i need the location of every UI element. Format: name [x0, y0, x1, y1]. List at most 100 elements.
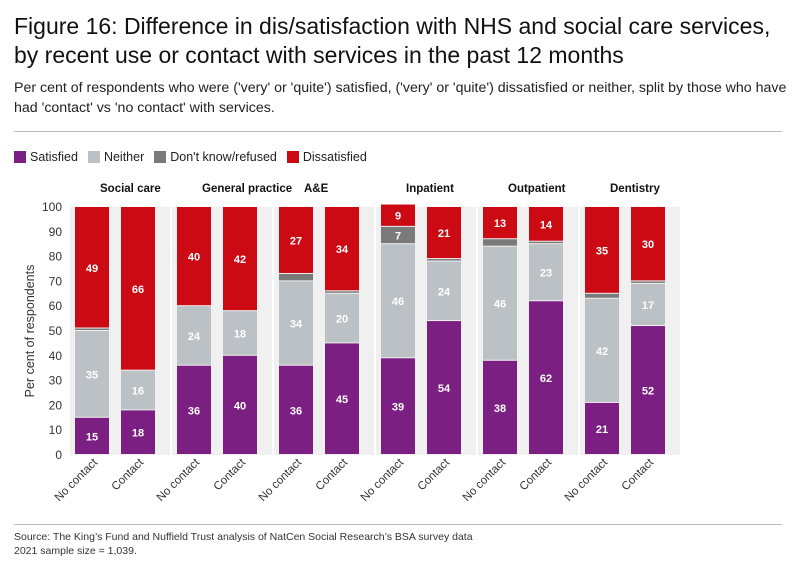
- bar-segment-dontknow: [529, 241, 563, 244]
- data-label-neither: 16: [132, 386, 144, 398]
- data-label-dontknow: 7: [395, 231, 401, 243]
- bar-segment-dontknow: [75, 328, 109, 330]
- legend-swatch-satisfied: [14, 151, 26, 163]
- bar-segment-satisfied: [325, 343, 359, 454]
- x-category-label: No contact: [359, 456, 407, 504]
- data-label-neither: 42: [596, 346, 608, 358]
- bar-segment-satisfied: [223, 355, 257, 454]
- y-tick-label: 80: [49, 250, 63, 264]
- y-tick-label: 30: [49, 374, 63, 388]
- source-note: Source: The King’s Fund and Nuffield Tru…: [14, 530, 473, 558]
- y-tick-label: 10: [49, 423, 63, 437]
- bar-segment-dontknow: [381, 226, 415, 244]
- x-category-label: No contact: [563, 456, 611, 504]
- data-label-dissatisfied: 40: [188, 252, 200, 264]
- bar-segment-dissatisfied: [483, 207, 517, 239]
- bar-segment-satisfied: [427, 321, 461, 454]
- legend-label-dissatisfied: Dissatisfied: [302, 150, 367, 164]
- y-tick-label: 70: [49, 274, 63, 288]
- y-tick-label: 50: [49, 324, 63, 338]
- y-tick-label: 60: [49, 299, 63, 313]
- y-tick-label: 90: [49, 225, 63, 239]
- chart-subtitle: Per cent of respondents who were ('very'…: [14, 80, 787, 116]
- bar-segment-satisfied: [177, 365, 211, 454]
- bar-segment-dontknow: [279, 273, 313, 281]
- bar-segment-neither: [381, 244, 415, 358]
- bar-segment-dontknow: [483, 239, 517, 246]
- bar-segment-neither: [631, 283, 665, 326]
- data-label-satisfied: 38: [494, 403, 506, 415]
- y-axis-title: Per cent of respondents: [23, 265, 37, 398]
- y-tick-label: 0: [55, 448, 62, 462]
- data-label-neither: 17: [642, 300, 654, 312]
- bar-segment-satisfied: [279, 365, 313, 454]
- data-label-neither: 24: [188, 331, 201, 343]
- data-label-dissatisfied: 66: [132, 284, 144, 296]
- data-label-neither: 35: [86, 369, 98, 381]
- bar-segment-neither: [177, 306, 211, 365]
- data-label-satisfied: 18: [132, 428, 144, 440]
- legend-item-dissatisfied: Dissatisfied: [286, 150, 367, 164]
- data-label-neither: 24: [438, 286, 451, 298]
- data-label-satisfied: 45: [336, 394, 348, 406]
- y-tick-label: 40: [49, 349, 63, 363]
- group-title: Dentistry: [610, 183, 660, 195]
- bar-segment-dissatisfied: [381, 204, 415, 226]
- data-label-satisfied: 36: [290, 405, 302, 417]
- x-category-label: Contact: [110, 456, 147, 493]
- bar-segment-neither: [325, 293, 359, 343]
- group-title: A&E: [304, 183, 329, 195]
- x-category-label: No contact: [257, 456, 305, 504]
- bar-segment-dissatisfied: [223, 207, 257, 311]
- x-category-label: Contact: [416, 456, 453, 493]
- bar-segment-satisfied: [121, 410, 155, 454]
- chart-title: Figure 16: Difference in dis/satisfactio…: [14, 13, 771, 68]
- data-label-neither: 34: [290, 319, 303, 331]
- bar-segment-dissatisfied: [75, 207, 109, 328]
- legend-item-neither: Neither: [87, 150, 144, 164]
- data-label-dissatisfied: 34: [336, 244, 349, 256]
- stacked-bar-chart: 0 10 20 30 40 50 60 70 80 90 100 Per cent of respon…: [23, 183, 680, 504]
- bar-segment-neither: [483, 246, 517, 360]
- bar-segment-dissatisfied: [585, 207, 619, 293]
- legend-swatch-dissatisfied: [286, 151, 299, 163]
- x-category-label: Contact: [314, 456, 351, 493]
- data-label-satisfied: 36: [188, 405, 200, 417]
- data-label-dissatisfied: 21: [438, 228, 450, 240]
- bar-segment-satisfied: [75, 417, 109, 454]
- bar-segment-satisfied: [483, 360, 517, 454]
- bar-segment-dissatisfied: [279, 207, 313, 273]
- data-label-neither: 18: [234, 328, 246, 340]
- data-label-dissatisfied: 42: [234, 254, 246, 266]
- group-title: Social care: [100, 183, 161, 195]
- bar-segment-neither: [427, 261, 461, 321]
- x-category-label: Contact: [518, 456, 555, 493]
- data-label-satisfied: 54: [438, 383, 451, 395]
- bar-segment-neither: [121, 370, 155, 410]
- bar-segment-dissatisfied: [177, 207, 211, 306]
- top-divider: [14, 131, 782, 132]
- data-label-dissatisfied: 49: [86, 263, 98, 275]
- legend-swatch-dontknow: [154, 151, 167, 163]
- bar-segment-neither: [223, 311, 257, 355]
- x-category-label: No contact: [53, 456, 101, 504]
- bar-segment-dissatisfied: [427, 207, 461, 259]
- x-category-label: Contact: [620, 456, 657, 493]
- legend-item-dontknow: Don't know/refused: [154, 150, 277, 164]
- data-label-satisfied: 39: [392, 402, 404, 414]
- legend: Satisfied Neither Don't know/refused Dis…: [14, 149, 377, 165]
- data-label-neither: 23: [540, 268, 552, 280]
- data-label-satisfied: 40: [234, 400, 246, 412]
- data-label-satisfied: 52: [642, 386, 654, 398]
- data-label-dissatisfied: 35: [596, 245, 608, 257]
- data-label-dissatisfied: 27: [290, 235, 302, 247]
- data-label-neither: 46: [494, 299, 506, 311]
- bar-segment-dissatisfied: [631, 207, 665, 281]
- group-title: Inpatient: [406, 183, 454, 195]
- data-label-dissatisfied: 30: [642, 239, 654, 251]
- bar-segment-neither: [75, 331, 109, 417]
- source-line: Source: The King’s Fund and Nuffield Tru…: [14, 531, 473, 543]
- bar-segment-dontknow: [585, 293, 619, 298]
- bar-segment-dontknow: [631, 281, 665, 283]
- data-label-satisfied: 21: [596, 424, 608, 436]
